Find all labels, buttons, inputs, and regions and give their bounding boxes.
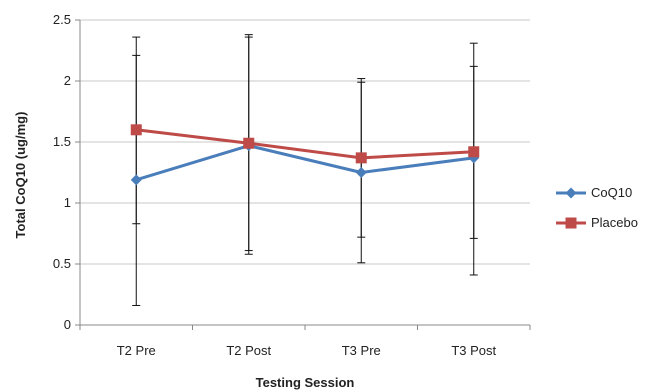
- y-tick-label: 2: [64, 73, 71, 88]
- placebo-data-point: [355, 152, 367, 164]
- series-lines: [135, 128, 474, 182]
- coq10-series-line: [135, 144, 474, 182]
- y-tick-label: 0: [64, 317, 71, 332]
- x-axis-title: Testing Session: [256, 375, 355, 390]
- gridlines: [80, 19, 530, 265]
- placebo-data-point: [243, 137, 255, 149]
- error-bars: [132, 34, 478, 306]
- legend-marker-coq10: [565, 187, 577, 199]
- y-tick-label: 2.5: [53, 12, 71, 27]
- x-tick-label: T3 Post: [451, 343, 496, 358]
- coq10-data-point: [130, 174, 142, 186]
- placebo-series-line: [136, 128, 474, 160]
- x-axis: T2 Pre T2 Post T3 Pre T3 Post: [79, 324, 531, 358]
- y-tick-label: 1: [64, 195, 71, 210]
- y-axis: 0 0.5 1 1.5 2 2.5: [53, 12, 81, 332]
- x-tick-label: T2 Pre: [117, 343, 156, 358]
- placebo-data-point: [130, 124, 142, 136]
- legend-label-coq10: CoQ10: [591, 185, 632, 200]
- y-tick-label: 0.5: [53, 256, 71, 271]
- legend-label-placebo: Placebo: [591, 215, 638, 230]
- y-axis-title: Total CoQ10 (ug/mg): [13, 112, 28, 239]
- series-markers: [130, 124, 480, 186]
- coq10-data-point: [355, 167, 367, 178]
- y-tick-label: 1.5: [53, 134, 71, 149]
- placebo-data-point: [468, 146, 480, 158]
- x-tick-label: T3 Pre: [342, 343, 381, 358]
- legend: CoQ10 Placebo: [556, 185, 638, 230]
- x-tick-label: T2 Post: [226, 343, 271, 358]
- legend-marker-placebo: [565, 217, 577, 229]
